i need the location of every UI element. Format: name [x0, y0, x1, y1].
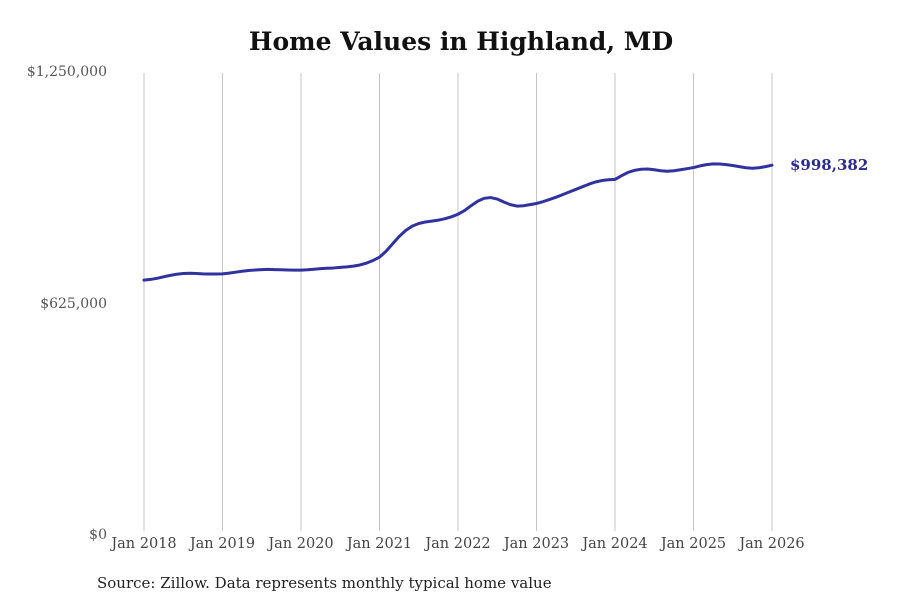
chart-title: Home Values in Highland, MD [248, 27, 674, 56]
x-axis-tick-label: Jan 2021 [346, 536, 413, 552]
x-axis-tick-label: Jan 2025 [660, 536, 727, 552]
y-axis-tick-label: $625,000 [40, 295, 107, 312]
home-value-line-series [142, 162, 774, 282]
x-axis-tick-label: Jan 2020 [268, 536, 334, 552]
source-note: Source: Zillow. Data represents monthly … [97, 574, 552, 592]
x-axis-tick-label: Jan 2023 [503, 536, 570, 552]
x-axis-tick-label: Jan 2019 [189, 536, 256, 552]
x-axis-tick-label: Jan 2026 [739, 536, 805, 552]
y-axis-tick-label: $1,250,000 [26, 64, 107, 80]
latest-value-label: $998,382 [790, 156, 869, 175]
x-axis-tick-label: Jan 2018 [111, 536, 177, 552]
x-axis-tick-label: Jan 2022 [425, 536, 491, 552]
x-axis-tick-label: Jan 2024 [582, 536, 648, 552]
y-axis-tick-label: $0 [89, 527, 107, 543]
